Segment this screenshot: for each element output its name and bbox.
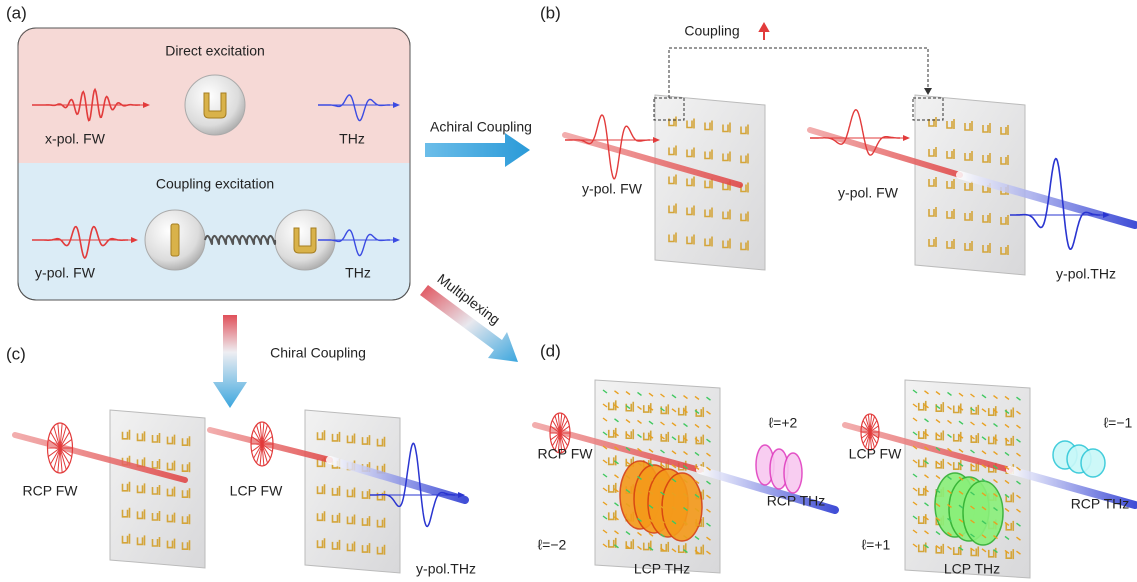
input-label: RCP FW — [538, 446, 594, 462]
annotation: Coupling — [684, 23, 739, 39]
arrowhead — [903, 135, 910, 141]
illustration — [15, 24, 1135, 578]
output-label: LCP THz — [634, 561, 690, 577]
output-label: THz — [339, 131, 365, 147]
input-label: LCP FW — [230, 483, 283, 499]
vortex-ring — [1081, 449, 1105, 477]
input-label: x-pol. FW — [45, 131, 106, 147]
input-label: y-pol. FW — [35, 265, 96, 281]
heading: Coupling excitation — [156, 176, 274, 192]
sphere — [185, 75, 245, 135]
chiral-arrow — [213, 315, 247, 408]
panel-label: (b) — [540, 3, 561, 22]
output-label: LCP THz — [944, 561, 1000, 577]
output-label: RCP THz — [767, 493, 826, 509]
input-label: RCP FW — [23, 483, 79, 499]
up-arrow — [760, 24, 768, 40]
mode-label: ℓ=+1 — [862, 537, 891, 553]
mode-label: ℓ=−1 — [1104, 415, 1133, 431]
input-label: y-pol. FW — [838, 185, 899, 201]
panel-label: (c) — [6, 344, 26, 363]
heading: Direct excitation — [165, 43, 265, 59]
output-label: RCP THz — [1071, 496, 1130, 512]
mode-label: ℓ=+2 — [769, 415, 798, 431]
mode-label: ℓ=−2 — [538, 537, 567, 553]
achiral-arrow — [425, 133, 530, 167]
arrowhead — [924, 88, 932, 95]
panel-label: (d) — [540, 341, 561, 360]
output-label: y-pol.THz — [416, 561, 476, 577]
bar-resonator — [171, 224, 179, 256]
output-label: THz — [345, 265, 371, 281]
figure: (a) Direct excitation x-pol. FW THz Coup… — [0, 0, 1137, 582]
vortex-ring — [784, 453, 802, 493]
vortex-ring — [662, 473, 702, 541]
arrow-label: Chiral Coupling — [270, 345, 366, 361]
arrow-label: Achiral Coupling — [430, 119, 532, 135]
input-label: y-pol. FW — [582, 181, 643, 197]
input-label: LCP FW — [849, 446, 902, 462]
panel-label: (a) — [6, 3, 27, 22]
dashed-link — [669, 48, 928, 98]
output-label: y-pol.THz — [1056, 266, 1116, 282]
